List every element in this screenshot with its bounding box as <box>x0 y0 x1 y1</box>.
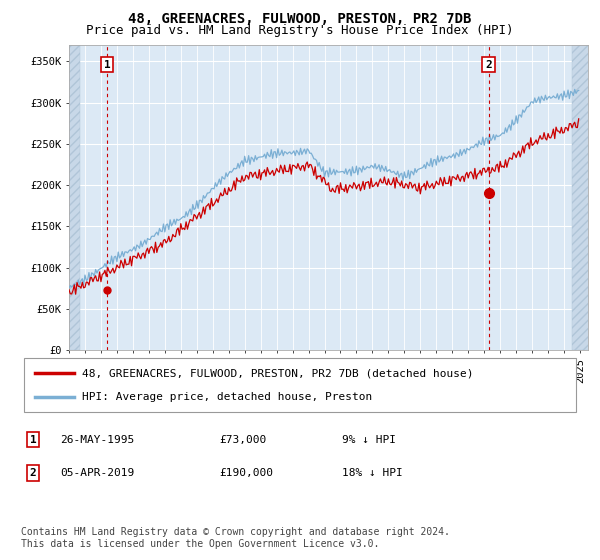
Text: 2: 2 <box>29 468 37 478</box>
Text: 1: 1 <box>104 59 111 69</box>
Text: 9% ↓ HPI: 9% ↓ HPI <box>342 435 396 445</box>
Text: 1: 1 <box>29 435 37 445</box>
Text: 48, GREENACRES, FULWOOD, PRESTON, PR2 7DB (detached house): 48, GREENACRES, FULWOOD, PRESTON, PR2 7D… <box>82 368 473 379</box>
Text: 2: 2 <box>485 59 492 69</box>
Text: HPI: Average price, detached house, Preston: HPI: Average price, detached house, Pres… <box>82 391 372 402</box>
Bar <box>572 45 596 350</box>
Text: £190,000: £190,000 <box>219 468 273 478</box>
Text: Price paid vs. HM Land Registry's House Price Index (HPI): Price paid vs. HM Land Registry's House … <box>86 24 514 36</box>
FancyBboxPatch shape <box>24 358 576 412</box>
Text: 05-APR-2019: 05-APR-2019 <box>60 468 134 478</box>
Text: 18% ↓ HPI: 18% ↓ HPI <box>342 468 403 478</box>
Text: Contains HM Land Registry data © Crown copyright and database right 2024.
This d: Contains HM Land Registry data © Crown c… <box>21 527 450 549</box>
Text: £73,000: £73,000 <box>219 435 266 445</box>
Bar <box>69 45 80 350</box>
Text: 26-MAY-1995: 26-MAY-1995 <box>60 435 134 445</box>
Text: 48, GREENACRES, FULWOOD, PRESTON, PR2 7DB: 48, GREENACRES, FULWOOD, PRESTON, PR2 7D… <box>128 12 472 26</box>
